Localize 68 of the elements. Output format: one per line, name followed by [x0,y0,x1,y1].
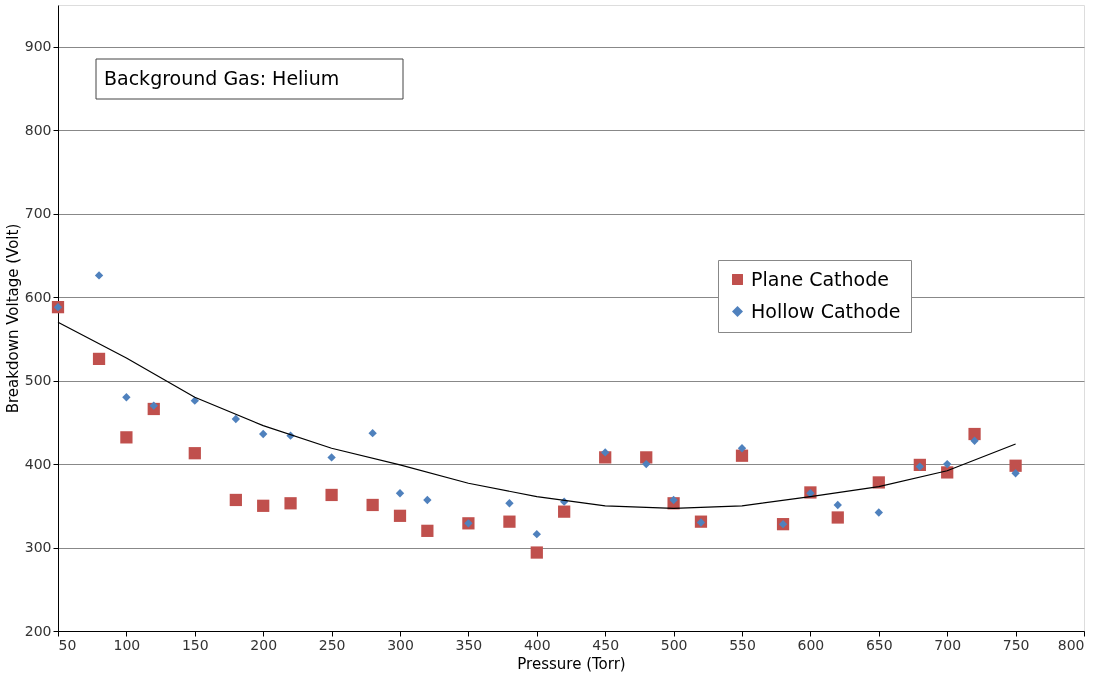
point [1009,459,1022,472]
point [968,427,981,441]
point [421,524,434,537]
point [1011,469,1020,478]
y-tick-label: 200 [24,622,52,639]
point [970,436,979,445]
y-tick-label: 800 [24,121,52,138]
point [532,530,541,539]
point [737,444,747,453]
point [190,396,199,405]
point [327,453,336,462]
x-tick-label: 450 [592,636,620,653]
point [642,459,651,469]
point [188,447,201,460]
y-tick-label: 900 [24,38,52,55]
x-tick-label: 800 [1057,636,1085,653]
point [833,500,842,510]
point [120,431,133,444]
point [94,271,104,280]
point [393,509,407,522]
x-tick-label: 700 [934,636,962,653]
x-tick-label: 300 [387,636,414,653]
point [874,508,883,517]
point [423,495,432,505]
point [257,499,270,512]
point [915,462,925,471]
x-tick-label: 500 [660,636,688,653]
y-tick-label: 400 [24,455,52,472]
point [640,451,653,464]
y-tick-label: 700 [24,205,52,222]
x-tick-label: 600 [797,636,825,653]
point [669,495,678,505]
point [231,414,241,424]
point [735,449,749,462]
point [601,448,610,457]
point [530,546,543,559]
point [284,497,297,510]
x-tick-label: 250 [318,636,346,653]
y-tick-label: 300 [24,539,52,556]
x-tick-label: 550 [729,636,756,653]
y-tick-label: 600 [24,288,52,305]
x-tick-label: 350 [455,636,483,653]
point [505,499,514,508]
y-axis-title: Breakdown Voltage (Volt) [3,223,22,414]
point [325,488,338,502]
x-tick-label: 750 [1002,636,1030,653]
x-tick-label: 100 [113,636,141,653]
x-tick-label: 50 [58,636,77,653]
point [503,515,516,528]
annotation: Background Gas: Helium [104,67,340,89]
x-tick-label: 150 [181,636,209,653]
point [259,429,268,439]
x-axis-title: Pressure (Torr) [517,654,626,673]
x-tick-label: 200 [250,636,278,653]
point [122,393,131,402]
legend-label: Hollow Cathode [751,299,901,322]
point [229,493,242,507]
point [943,459,952,469]
point [831,511,844,524]
x-tick-label: 400 [523,636,551,653]
point [366,498,379,512]
point [558,505,571,518]
x-tick-label: 650 [865,636,893,653]
y-tick-label: 500 [24,372,52,389]
point [92,352,106,366]
point [368,429,377,438]
point [395,489,405,498]
legend-label: Plane Cathode [751,267,889,290]
